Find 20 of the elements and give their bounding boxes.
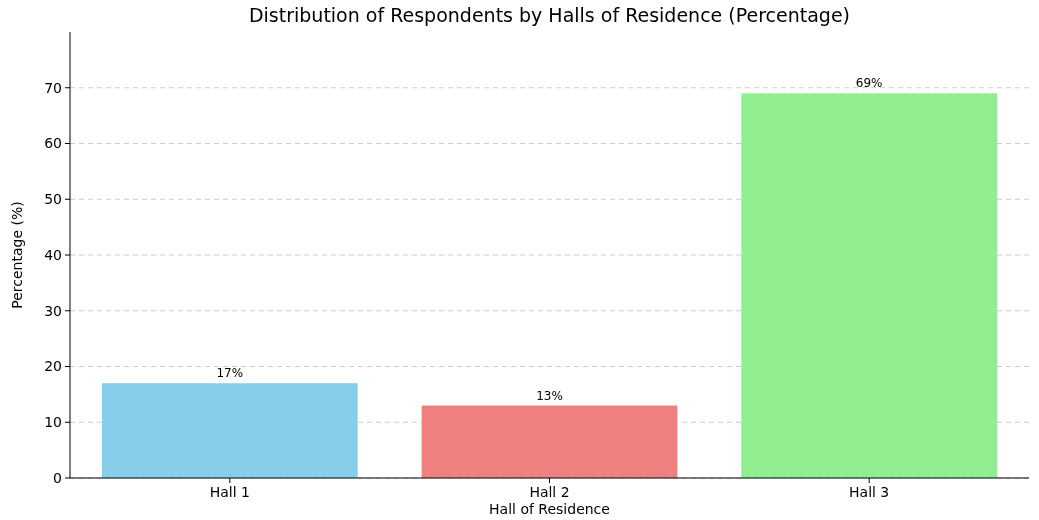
data-label: 17% xyxy=(216,366,244,381)
y-tick-label: 30 xyxy=(44,302,62,319)
bar xyxy=(101,383,358,478)
y-tick-label: 50 xyxy=(44,191,62,208)
y-tick-label: 10 xyxy=(44,414,62,431)
x-tick-label: Hall 1 xyxy=(209,484,250,500)
x-tick-label: Hall 3 xyxy=(849,484,890,500)
x-tick-label: Hall 2 xyxy=(529,484,570,500)
y-tick-label: 0 xyxy=(53,469,62,486)
chart-title: Distribution of Respondents by Halls of Residence (Percentage) xyxy=(248,4,851,26)
x-axis-title: Hall of Residence xyxy=(489,501,610,517)
data-label: 13% xyxy=(536,388,563,403)
data-label: 69% xyxy=(855,76,883,91)
y-axis-title: Percentage (%) xyxy=(9,201,25,309)
y-tick-label: 20 xyxy=(44,358,62,375)
y-tick-label: 40 xyxy=(44,246,62,263)
bar xyxy=(421,405,678,478)
y-tick-label: 60 xyxy=(44,135,62,152)
bar xyxy=(741,93,998,478)
y-tick-label: 70 xyxy=(44,79,62,96)
